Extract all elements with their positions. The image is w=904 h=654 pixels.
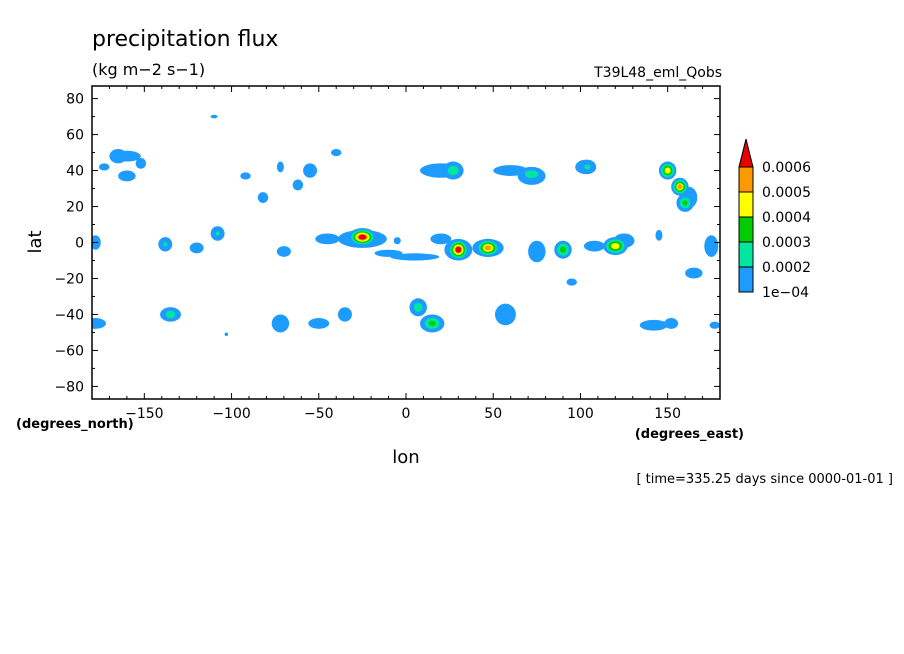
precip-patch (430, 233, 452, 245)
precip-patch (315, 233, 340, 245)
y-tick-label: −40 (54, 307, 84, 323)
precip-contour-level-2 (584, 164, 591, 170)
precip-patch (566, 278, 577, 286)
precip-patch (271, 314, 290, 333)
precip-patch (494, 303, 516, 326)
precip-patch (189, 242, 204, 254)
axis-ticks: −150 −100 −50 0 50 100 150 80 60 40 20 0 −20 −40 −60 −8… (54, 86, 720, 422)
precip-patch (240, 172, 251, 180)
y-tick-label: 0 (75, 236, 84, 252)
x-axis-label: lon (392, 447, 419, 468)
y-axis-label: lat (25, 230, 46, 253)
precip-contour-level-4 (611, 243, 620, 250)
precip-patch (704, 235, 719, 257)
y-tick-label: 20 (66, 200, 84, 216)
x-tick-label: 100 (567, 406, 594, 422)
precip-patch (292, 179, 304, 191)
precip-patch (210, 114, 218, 119)
y-tick-label: 80 (66, 92, 84, 108)
precip-patch (664, 318, 679, 329)
precip-contour-level-3 (559, 246, 567, 253)
precip-patch (257, 192, 269, 203)
colorbar-segment (738, 166, 754, 193)
precip-patch (655, 229, 663, 241)
colorbar-label: 1e−04 (762, 285, 809, 301)
precip-contour-level-2 (447, 165, 459, 176)
precip-contour-level-2 (215, 231, 220, 236)
y-tick-label: −60 (54, 343, 84, 359)
colorbar-segment (738, 241, 754, 268)
x-tick-label: 150 (654, 406, 681, 422)
precip-patch (393, 237, 401, 245)
precip-contour-level-2 (413, 302, 423, 312)
precip-contour-level-6 (455, 246, 462, 253)
x-tick-label: 50 (484, 406, 502, 422)
precip-contour-level-3 (682, 200, 688, 206)
precip-contour-level-4 (664, 167, 671, 174)
colorbar-segment (738, 216, 754, 243)
precip-patch (685, 267, 703, 279)
colorbar-label: 0.0005 (762, 185, 811, 201)
precip-patch (118, 170, 136, 182)
x-tick-label: −100 (212, 406, 250, 422)
precip-patch (276, 161, 284, 173)
x-tick-label: −50 (304, 406, 334, 422)
precip-patch (303, 163, 318, 178)
precip-contour-level-5 (484, 245, 492, 251)
x-tick-label: 0 (402, 406, 411, 422)
precip-patch (337, 307, 352, 322)
precip-contour-level-3 (428, 320, 436, 326)
precip-contour-level-2 (165, 310, 176, 319)
precip-patch (92, 318, 106, 329)
precip-patch (583, 240, 605, 252)
precip-patch (276, 246, 291, 257)
y-tick-label: −20 (54, 271, 84, 287)
y-axis-units: (degrees_north) (16, 417, 134, 432)
precip-patch (709, 321, 720, 329)
chart-title: precipitation flux (92, 27, 278, 52)
x-tick-label: −150 (125, 406, 163, 422)
precip-contour-level-2 (524, 170, 539, 179)
colorbar-label: 0.0004 (762, 210, 811, 226)
y-tick-label: −80 (54, 379, 84, 395)
colorbar-segment (738, 191, 754, 218)
precip-patch (224, 332, 229, 337)
precip-contour-level-5 (677, 184, 683, 190)
colorbar-label: 0.0003 (762, 235, 811, 251)
chart-units: (kg m−2 s−1) (92, 60, 205, 79)
precip-contour-level-1 (109, 148, 127, 164)
precip-patch (330, 148, 342, 157)
precip-patch (390, 253, 440, 261)
precip-patch (98, 163, 110, 171)
colorbar: 1e−04 0.0002 0.0003 0.0004 0.0005 0.0006 (738, 138, 811, 301)
precip-contour-level-6 (358, 234, 367, 240)
dataset-label: T39L48_eml_Qobs (593, 65, 722, 81)
colorbar-label: 0.0006 (762, 160, 811, 176)
precipitation-field (92, 114, 720, 337)
colorbar-label: 0.0002 (762, 260, 811, 276)
precip-patch (528, 240, 546, 263)
colorbar-extend-arrow (738, 138, 754, 168)
x-axis-units: (degrees_east) (635, 427, 744, 442)
precip-contour-level-2 (163, 242, 168, 247)
y-tick-label: 40 (66, 164, 84, 180)
precip-patch (135, 157, 147, 169)
precip-patch (308, 318, 330, 329)
y-tick-label: 60 (66, 128, 84, 144)
precip-patch (639, 319, 668, 331)
colorbar-segment (738, 266, 754, 293)
time-label: [ time=335.25 days since 0000-01-01 ] (636, 472, 893, 487)
